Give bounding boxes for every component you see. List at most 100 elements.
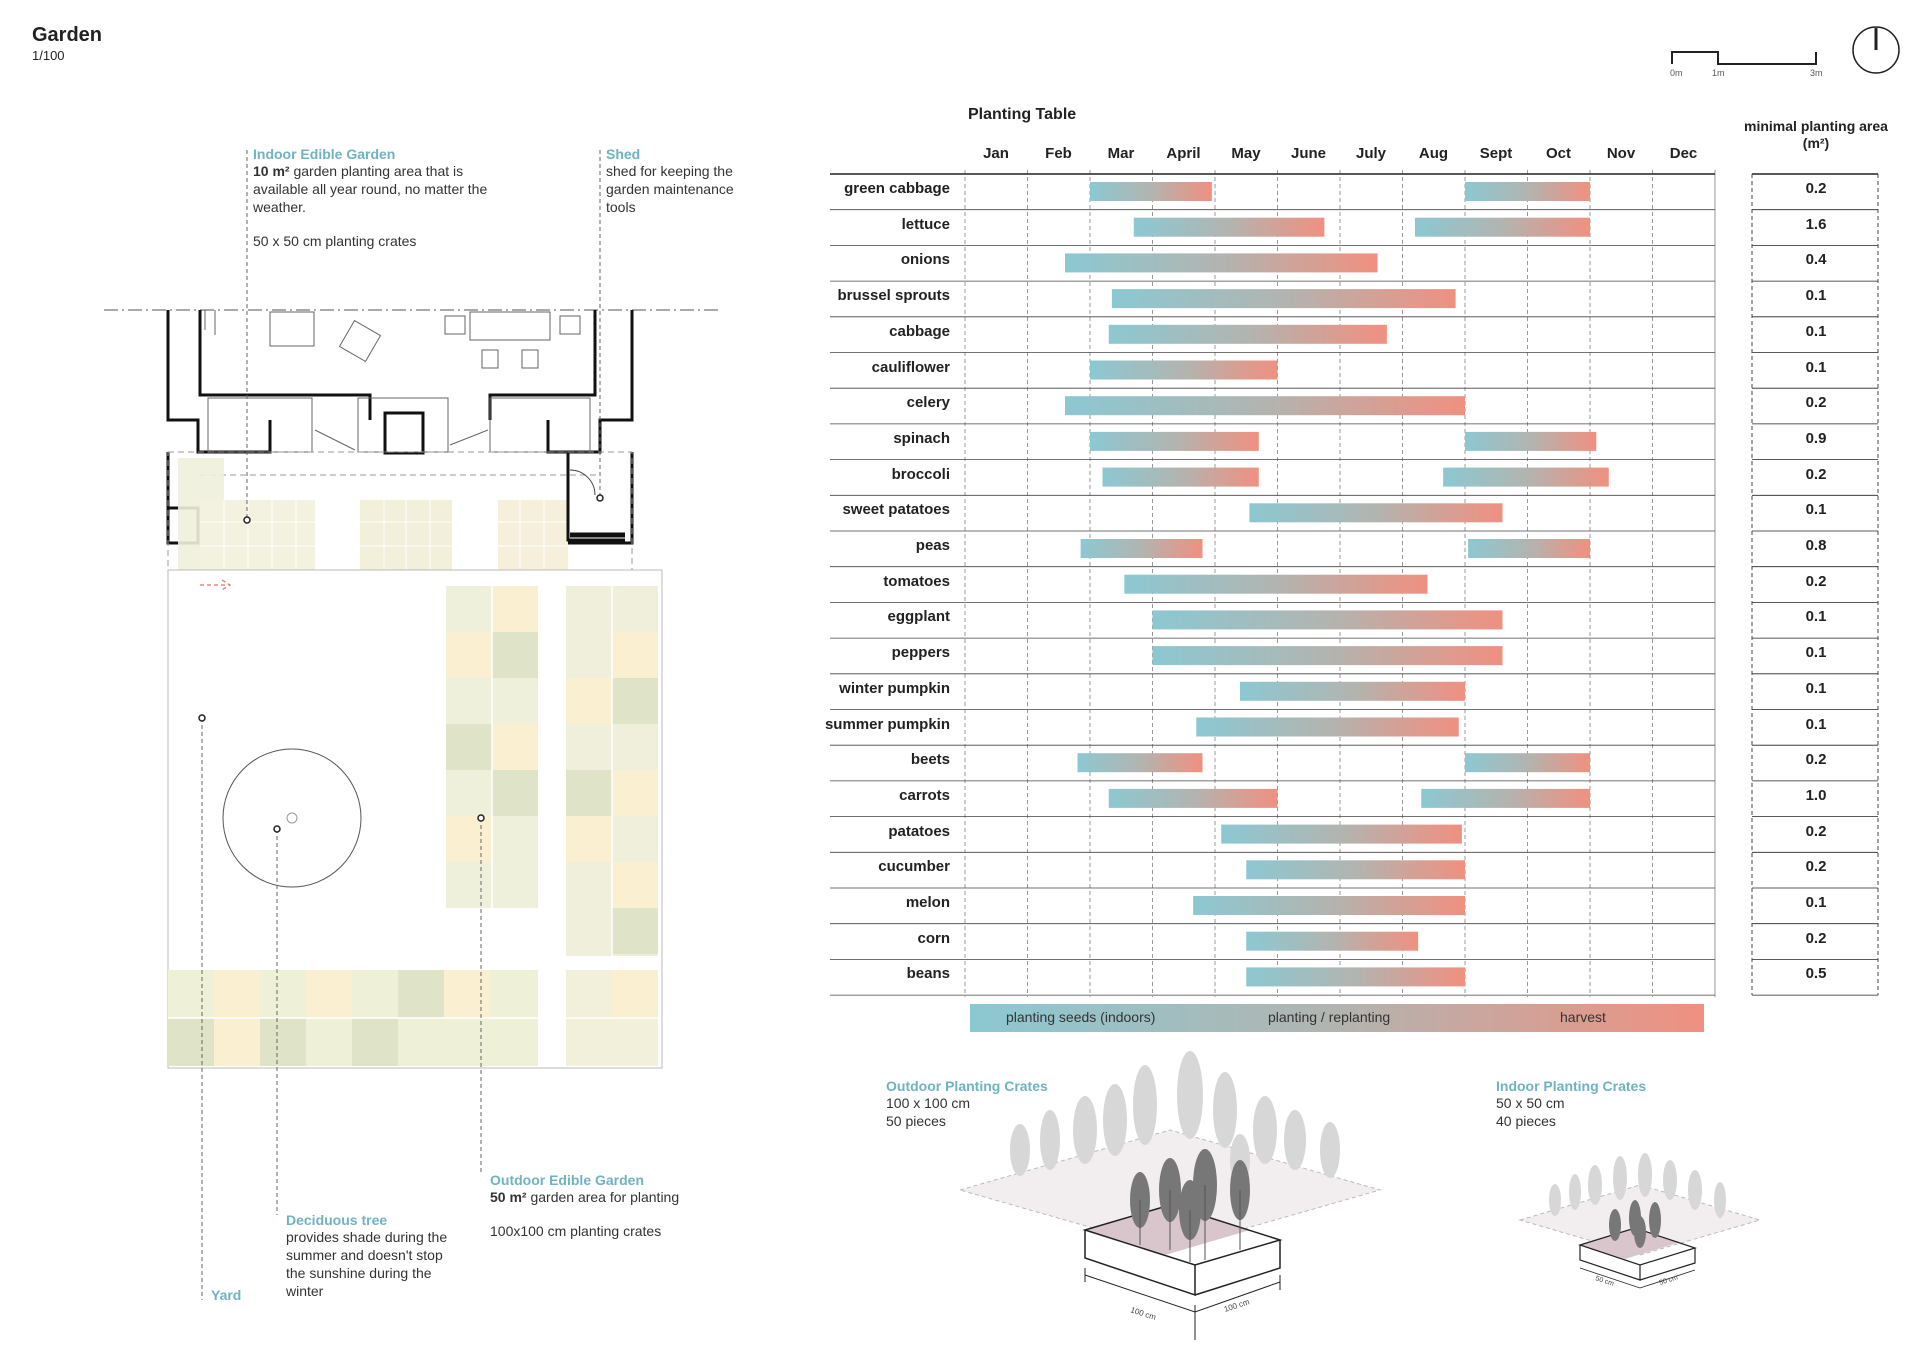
crop-label: celery (906, 394, 950, 412)
crop-bar (1090, 182, 1212, 201)
crop-bar (1421, 788, 1590, 808)
crop-label: sweet patatoes (842, 501, 950, 519)
area-value: 0.1 (1805, 358, 1827, 376)
indoor-garden-text: garden planting area that is available a… (253, 163, 488, 215)
crop-label: lettuce (901, 215, 950, 233)
indoor-garden-area: 10 m² (253, 163, 290, 179)
crop-bar (1246, 860, 1465, 880)
shed-heading: Shed (606, 146, 641, 162)
page-title: Garden (32, 24, 103, 46)
north-arrow-icon (1852, 26, 1900, 74)
crop-bar (1077, 753, 1203, 773)
crop-bar (1196, 717, 1459, 737)
outdoor-garden-label: Outdoor Edible Garden 50 m² garden area … (490, 1172, 720, 1240)
crop-bar (1090, 431, 1259, 451)
crop-bar (1108, 324, 1387, 344)
scale-label-1: 1m (1712, 68, 1725, 78)
area-value: 0.1 (1805, 608, 1827, 626)
area-value: 0.1 (1805, 715, 1827, 733)
crop-bar (1090, 360, 1278, 380)
crop-bar (1465, 182, 1590, 201)
crop-label: summer pumpkin (824, 715, 950, 733)
month-label-july: July (1355, 145, 1386, 162)
area-value: 0.1 (1805, 894, 1827, 911)
indoor-crates-count: 40 pieces (1496, 1113, 1556, 1129)
outdoor-dim-2: 100 cm (1223, 1297, 1251, 1314)
legend-planting: planting / replanting (1268, 1009, 1391, 1025)
month-label-sept: Sept (1479, 145, 1513, 162)
area-value: 0.2 (1805, 180, 1827, 197)
outdoor-garden-crates: 100x100 cm planting crates (490, 1223, 662, 1239)
planting-table-title: Planting Table (968, 106, 1077, 123)
month-label-jan: Jan (983, 145, 1009, 162)
shed-label: Shed shed for keeping the garden mainten… (606, 146, 746, 216)
area-value: 0.1 (1805, 644, 1827, 662)
area-value: 0.5 (1805, 965, 1827, 983)
crop-label: beans (906, 965, 950, 983)
area-value: 0.2 (1805, 394, 1827, 412)
crop-label: beets (910, 751, 950, 769)
month-label-oct: Oct (1545, 145, 1571, 162)
crop-bar (1133, 217, 1325, 237)
area-value: 0.2 (1805, 572, 1827, 590)
indoor-dim-2: 50 cm (1658, 1274, 1678, 1287)
indoor-dim-1: 50 cm (1594, 1275, 1614, 1288)
month-label-aug: Aug (1418, 145, 1449, 162)
legend-bar: planting seeds (indoors) planting / repl… (970, 1004, 1704, 1032)
crop-label: carrots (899, 786, 950, 804)
area-value: 0.9 (1805, 429, 1827, 447)
area-column-header: minimal planting area (m²) (1744, 118, 1888, 151)
crop-bar (1246, 967, 1465, 987)
crop-bar (1443, 467, 1609, 487)
crop-bar (1111, 289, 1456, 309)
crop-label: corn (917, 929, 950, 947)
month-label-june: June (1290, 145, 1326, 162)
crop-bar (1193, 896, 1465, 915)
crop-bar (1065, 253, 1378, 273)
outdoor-crates-size: 100 x 100 cm (886, 1095, 971, 1111)
area-value: 1.0 (1805, 786, 1827, 804)
crop-bar (1080, 539, 1203, 558)
crop-label: spinach (893, 429, 950, 447)
indoor-crates-label: Indoor Planting Crates 50 x 50 cm 40 pie… (1496, 1078, 1696, 1130)
month-label-nov: Nov (1606, 145, 1636, 162)
crop-label: cabbage (889, 322, 950, 340)
indoor-crates-heading: Indoor Planting Crates (1496, 1078, 1647, 1094)
crop-bar (1065, 396, 1465, 416)
crop-bar (1124, 574, 1428, 594)
crop-bar (1465, 753, 1590, 773)
crop-bar (1108, 788, 1278, 808)
legend-seeds: planting seeds (indoors) (1006, 1009, 1156, 1025)
indoor-crate-illustration: 50 cm 50 cm (1518, 1153, 1762, 1289)
tree-heading: Deciduous tree (286, 1212, 388, 1228)
outdoor-crate-illustration: 100 cm 100 cm (958, 1051, 1382, 1340)
scale-bar (1671, 51, 1817, 65)
area-value: 1.6 (1805, 215, 1827, 233)
tree-label: Deciduous tree provides shade during the… (286, 1212, 466, 1300)
crop-bar (1246, 931, 1419, 951)
scale-and-north: 0m 1m 3m (1670, 26, 1900, 78)
area-value: 0.2 (1805, 929, 1827, 947)
crop-bar (1415, 217, 1590, 237)
crop-label: onions (900, 251, 950, 269)
area-value: 0.4 (1805, 251, 1827, 269)
outdoor-garden-area: 50 m² (490, 1189, 527, 1205)
crop-label: broccoli (891, 465, 950, 483)
crop-bar (1240, 681, 1465, 701)
indoor-garden-crates: 50 x 50 cm planting crates (253, 233, 417, 249)
area-value: 0.2 (1805, 822, 1827, 840)
planting-chart (830, 170, 1879, 998)
area-value: 0.2 (1805, 465, 1827, 483)
outdoor-crates-count: 50 pieces (886, 1113, 946, 1129)
crop-bar (1465, 431, 1597, 451)
crop-label: melon (905, 894, 950, 911)
outdoor-dim-1: 100 cm (1129, 1305, 1157, 1322)
yard-label: Yard (211, 1287, 242, 1303)
crop-bar (1249, 503, 1503, 523)
crop-label: cauliflower (871, 358, 950, 376)
crop-label: cucumber (878, 858, 950, 876)
indoor-crates-size: 50 x 50 cm (1496, 1095, 1565, 1111)
indoor-crates (178, 458, 568, 570)
crop-label: winter pumpkin (839, 679, 950, 697)
shed-text: shed for keeping the garden maintenance … (606, 163, 734, 215)
